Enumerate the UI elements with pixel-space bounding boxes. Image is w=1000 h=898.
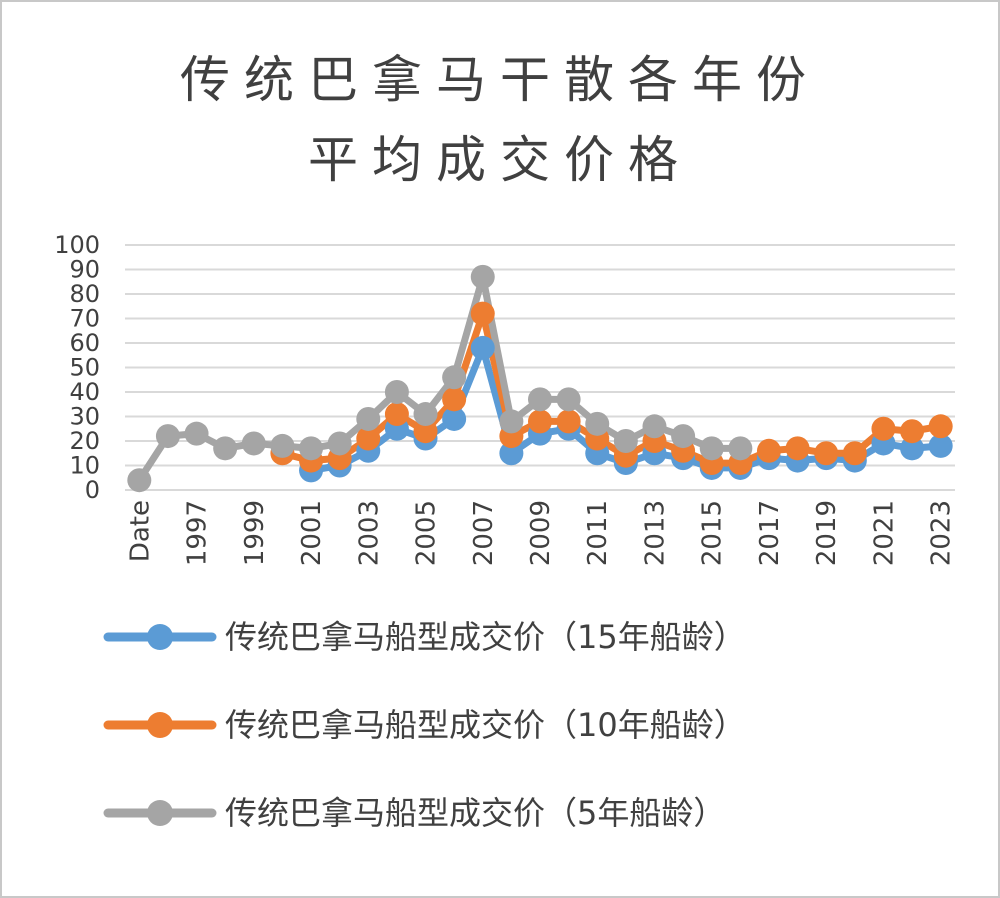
data-point: [556, 387, 581, 412]
data-point: [756, 438, 781, 463]
data-point: [671, 424, 696, 449]
legend-label: 传统巴拿马船型成交价（5年船龄）: [225, 794, 725, 832]
data-point: [785, 436, 810, 461]
x-tick-label: 2007: [469, 500, 499, 566]
data-point: [900, 436, 925, 461]
data-point: [270, 433, 295, 458]
data-point: [442, 365, 467, 390]
data-point: [728, 436, 753, 461]
legend-swatch-marker: [147, 624, 173, 650]
x-tick-label: 2017: [755, 500, 785, 566]
y-tick-label: 80: [69, 280, 100, 308]
data-point: [499, 441, 524, 466]
legend-label: 传统巴拿马船型成交价（10年船龄）: [225, 706, 746, 744]
data-point: [384, 380, 409, 404]
data-point: [213, 436, 238, 461]
x-tick-label: 2021: [869, 500, 899, 566]
data-point: [528, 409, 552, 434]
y-tick-label: 100: [54, 231, 100, 259]
chart-title-line-1: 传统巴拿马干散各年份: [180, 51, 820, 109]
x-tick-label: 2005: [412, 500, 442, 566]
x-tick-label: 2023: [927, 500, 957, 566]
data-point: [699, 436, 724, 461]
y-tick-label: 30: [69, 403, 100, 431]
data-point: [356, 426, 381, 451]
data-point: [413, 402, 438, 427]
x-tick-label: 2003: [354, 500, 384, 566]
data-point: [155, 424, 180, 449]
y-tick-label: 50: [69, 354, 100, 382]
series-line-2: [135, 273, 744, 484]
data-point: [470, 335, 495, 360]
data-point: [442, 406, 467, 431]
x-tick-label: 2011: [583, 500, 613, 566]
y-tick-label: 90: [69, 256, 100, 284]
legend-label: 传统巴拿马船型成交价（15年船龄）: [225, 618, 746, 656]
legend-swatch-marker: [147, 712, 173, 738]
data-point: [842, 441, 867, 466]
y-tick-label: 70: [69, 305, 100, 333]
x-tick-label: 2015: [698, 500, 728, 566]
y-tick-label: 20: [69, 427, 100, 455]
data-point: [613, 429, 638, 453]
data-point: [585, 411, 610, 436]
x-tick-label: 1997: [183, 500, 213, 566]
data-point: [241, 431, 266, 456]
data-point: [356, 406, 381, 431]
data-point: [499, 409, 524, 434]
data-point: [127, 468, 152, 493]
data-point: [928, 414, 953, 439]
data-point: [900, 419, 925, 444]
data-point: [299, 436, 324, 461]
legend: 传统巴拿马船型成交价（15年船龄） 传统巴拿马船型成交价（10年船龄） 传统巴拿马船…: [103, 618, 746, 832]
data-point: [470, 301, 495, 326]
x-tick-label: 2001: [297, 500, 327, 566]
data-point: [928, 433, 953, 458]
x-tick-label: 2009: [526, 500, 556, 566]
data-point: [184, 421, 209, 446]
data-point: [642, 414, 667, 439]
data-point: [384, 402, 409, 427]
y-tick-label: 40: [69, 378, 100, 406]
x-tick-label: Date: [125, 500, 155, 562]
x-tick-label: 1999: [240, 500, 270, 566]
data-point: [470, 264, 495, 289]
data-point: [871, 416, 896, 441]
data-point: [528, 387, 552, 412]
series-points: [127, 264, 953, 493]
y-tick-label: 10: [69, 452, 100, 480]
data-point: [556, 409, 581, 434]
legend-swatch-marker: [147, 800, 173, 826]
y-tick-label: 60: [69, 329, 100, 357]
data-point: [413, 419, 438, 444]
x-tick-label: 2013: [640, 500, 670, 566]
data-point: [327, 431, 352, 456]
y-tick-label: 0: [85, 476, 100, 504]
x-axis-ticks: Date 1997 1999 2001 2003 2005 2007 2009 2011 2013…: [125, 500, 956, 566]
data-point: [442, 387, 467, 412]
chart-title-line-2: 平均成交价格: [308, 131, 692, 189]
x-tick-label: 2019: [812, 500, 842, 566]
data-point: [814, 441, 839, 466]
